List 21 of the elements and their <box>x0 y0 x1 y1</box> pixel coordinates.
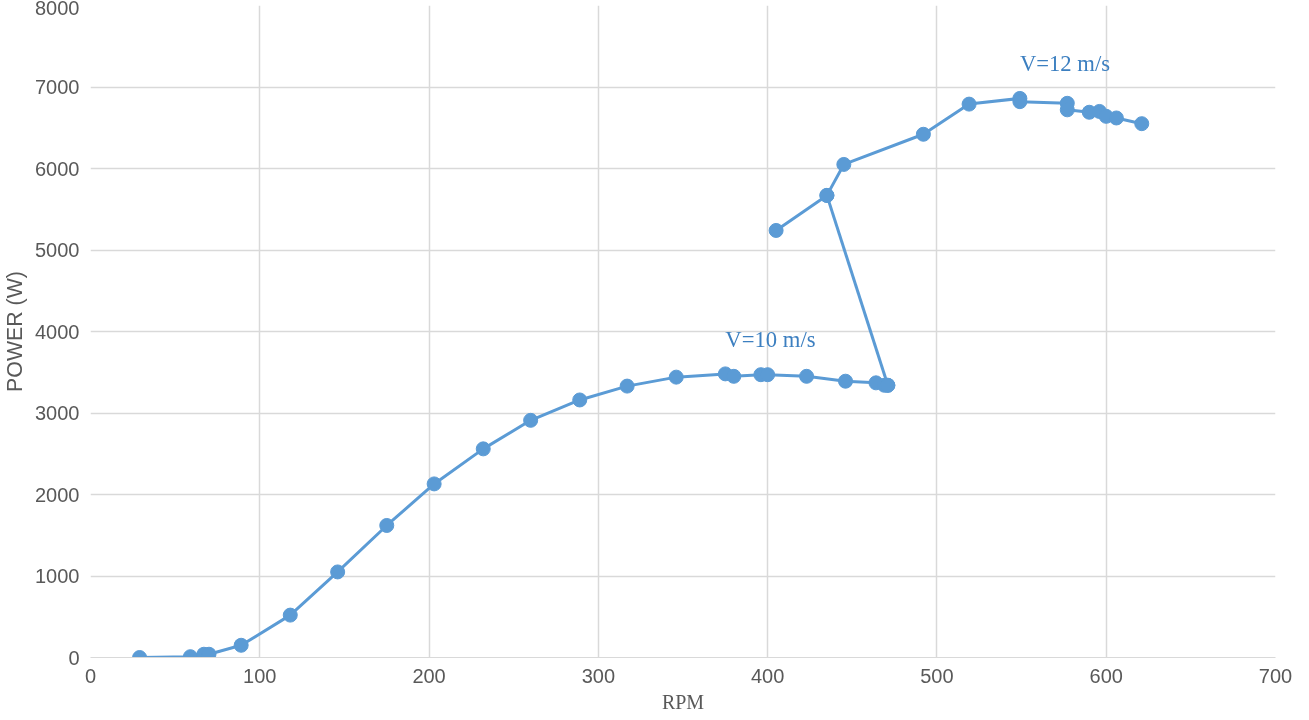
x-tick-label: 100 <box>243 664 277 687</box>
series-label: V=10 m/s <box>725 326 816 352</box>
x-tick-label: 600 <box>1089 664 1123 687</box>
y-axis-title: POWER (W) <box>3 271 28 392</box>
y-tick-label: 4000 <box>35 320 80 343</box>
x-tick-label: 500 <box>920 664 954 687</box>
y-tick-label: 2000 <box>35 483 80 506</box>
x-tick-label: 300 <box>581 664 616 687</box>
y-tick-label: 6000 <box>35 157 80 180</box>
x-tick-label: 200 <box>412 664 446 687</box>
y-tick-label: 3000 <box>35 402 80 424</box>
x-axis-title: RPM <box>661 690 705 713</box>
y-tick-label: 1000 <box>35 565 80 587</box>
y-tick-label: 8000 <box>35 0 80 19</box>
y-tick-label: 0 <box>68 646 80 669</box>
series-label: V=12 m/s <box>1019 51 1111 77</box>
x-tick-label: 0 <box>84 664 97 687</box>
x-tick-label: 700 <box>1258 664 1293 687</box>
y-tick-label: 5000 <box>35 239 80 261</box>
y-tick-label: 7000 <box>35 76 80 98</box>
x-tick-label: 400 <box>750 664 785 687</box>
